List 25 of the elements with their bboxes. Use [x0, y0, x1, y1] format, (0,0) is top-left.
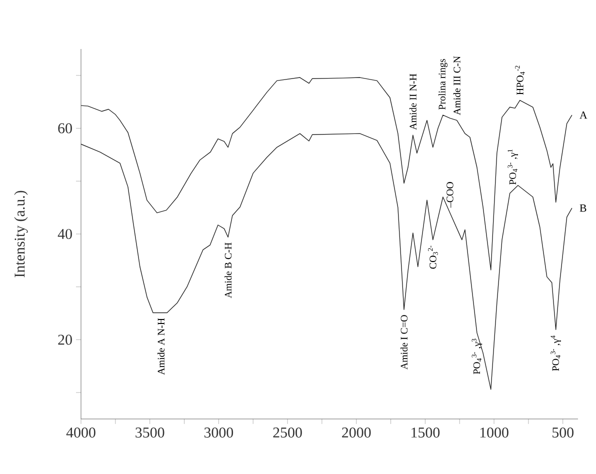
x-tick-label: 1000: [480, 427, 508, 438]
x-tick-label: 2500: [273, 427, 302, 438]
annotation: Amide III C-N: [453, 56, 460, 116]
annotation: Prolina rings: [438, 59, 448, 110]
y-tick-label: 40: [58, 228, 72, 240]
annotation: –COO: [446, 182, 454, 208]
y-axis-title: Intensity (a.u.): [14, 190, 28, 278]
annotation: PO$_{4}$$^{3-}$ ,γ$^{3}$: [472, 338, 482, 374]
series-label: B: [580, 204, 586, 212]
y-tick-label: 60: [58, 123, 72, 134]
x-tick-label: 3500: [136, 427, 164, 438]
annotation: Amide B C-H: [224, 242, 232, 298]
x-tick-label: 500: [552, 427, 574, 438]
x-tick-label: 2000: [342, 427, 371, 438]
y-tick-label: 20: [58, 334, 72, 345]
annotation: Amide A N-H: [157, 318, 164, 375]
annotation: Amide I C=O: [400, 315, 408, 370]
annotation: Amide II N-H: [409, 74, 416, 130]
line-series: [80, 133, 572, 390]
x-tick-label: 3000: [204, 427, 234, 438]
series-label: A: [580, 111, 588, 119]
x-tick-label: 4000: [66, 427, 96, 438]
x-tick-label: 1500: [412, 427, 440, 438]
annotation: PO$_{4}$$^{3-}$ ,γ$^{4}$: [550, 335, 562, 371]
annotation: PO$_{4}$$^{3-}$ ,γ$^{1}$: [508, 149, 518, 185]
